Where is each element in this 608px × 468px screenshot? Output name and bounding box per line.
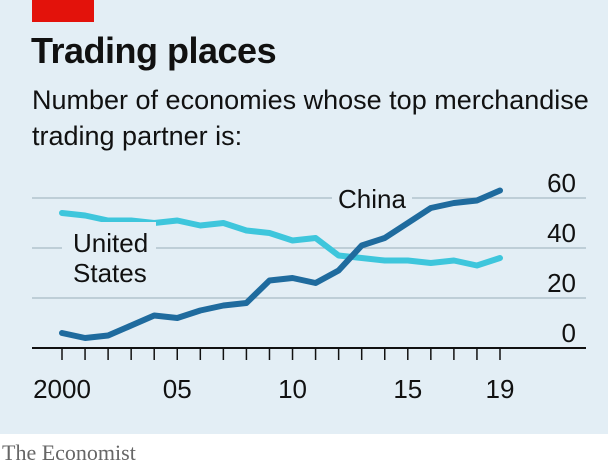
chart-subtitle: Number of economies whose top merchandis… <box>32 85 589 151</box>
x-tick-label-2000: 2000 <box>33 374 91 404</box>
series-label-bg-china <box>332 180 412 216</box>
series-line-china <box>59 187 503 341</box>
x-tick-label-2019: 19 <box>486 374 515 404</box>
series-label-bg-united-states <box>62 222 156 294</box>
x-tick-label-2015: 15 <box>393 374 422 404</box>
source-credit: The Economist <box>2 440 136 465</box>
series-label-united-states-1: States <box>73 258 147 288</box>
y-tick-label-60: 60 <box>547 168 576 198</box>
chart-title: Trading places <box>31 30 277 71</box>
y-tick-label-40: 40 <box>547 218 576 248</box>
brand-red-bar <box>32 0 94 22</box>
series-label-china-0: China <box>338 184 406 214</box>
y-tick-label-20: 20 <box>547 268 576 298</box>
y-tick-label-0: 0 <box>562 318 576 348</box>
chart-card: Trading places Number of economies whose… <box>0 0 608 434</box>
x-tick-label-2005: 05 <box>163 374 192 404</box>
x-tick-label-2010: 10 <box>278 374 307 404</box>
series-label-united-states-0: United <box>73 228 148 258</box>
series-line-united-states <box>59 210 503 269</box>
